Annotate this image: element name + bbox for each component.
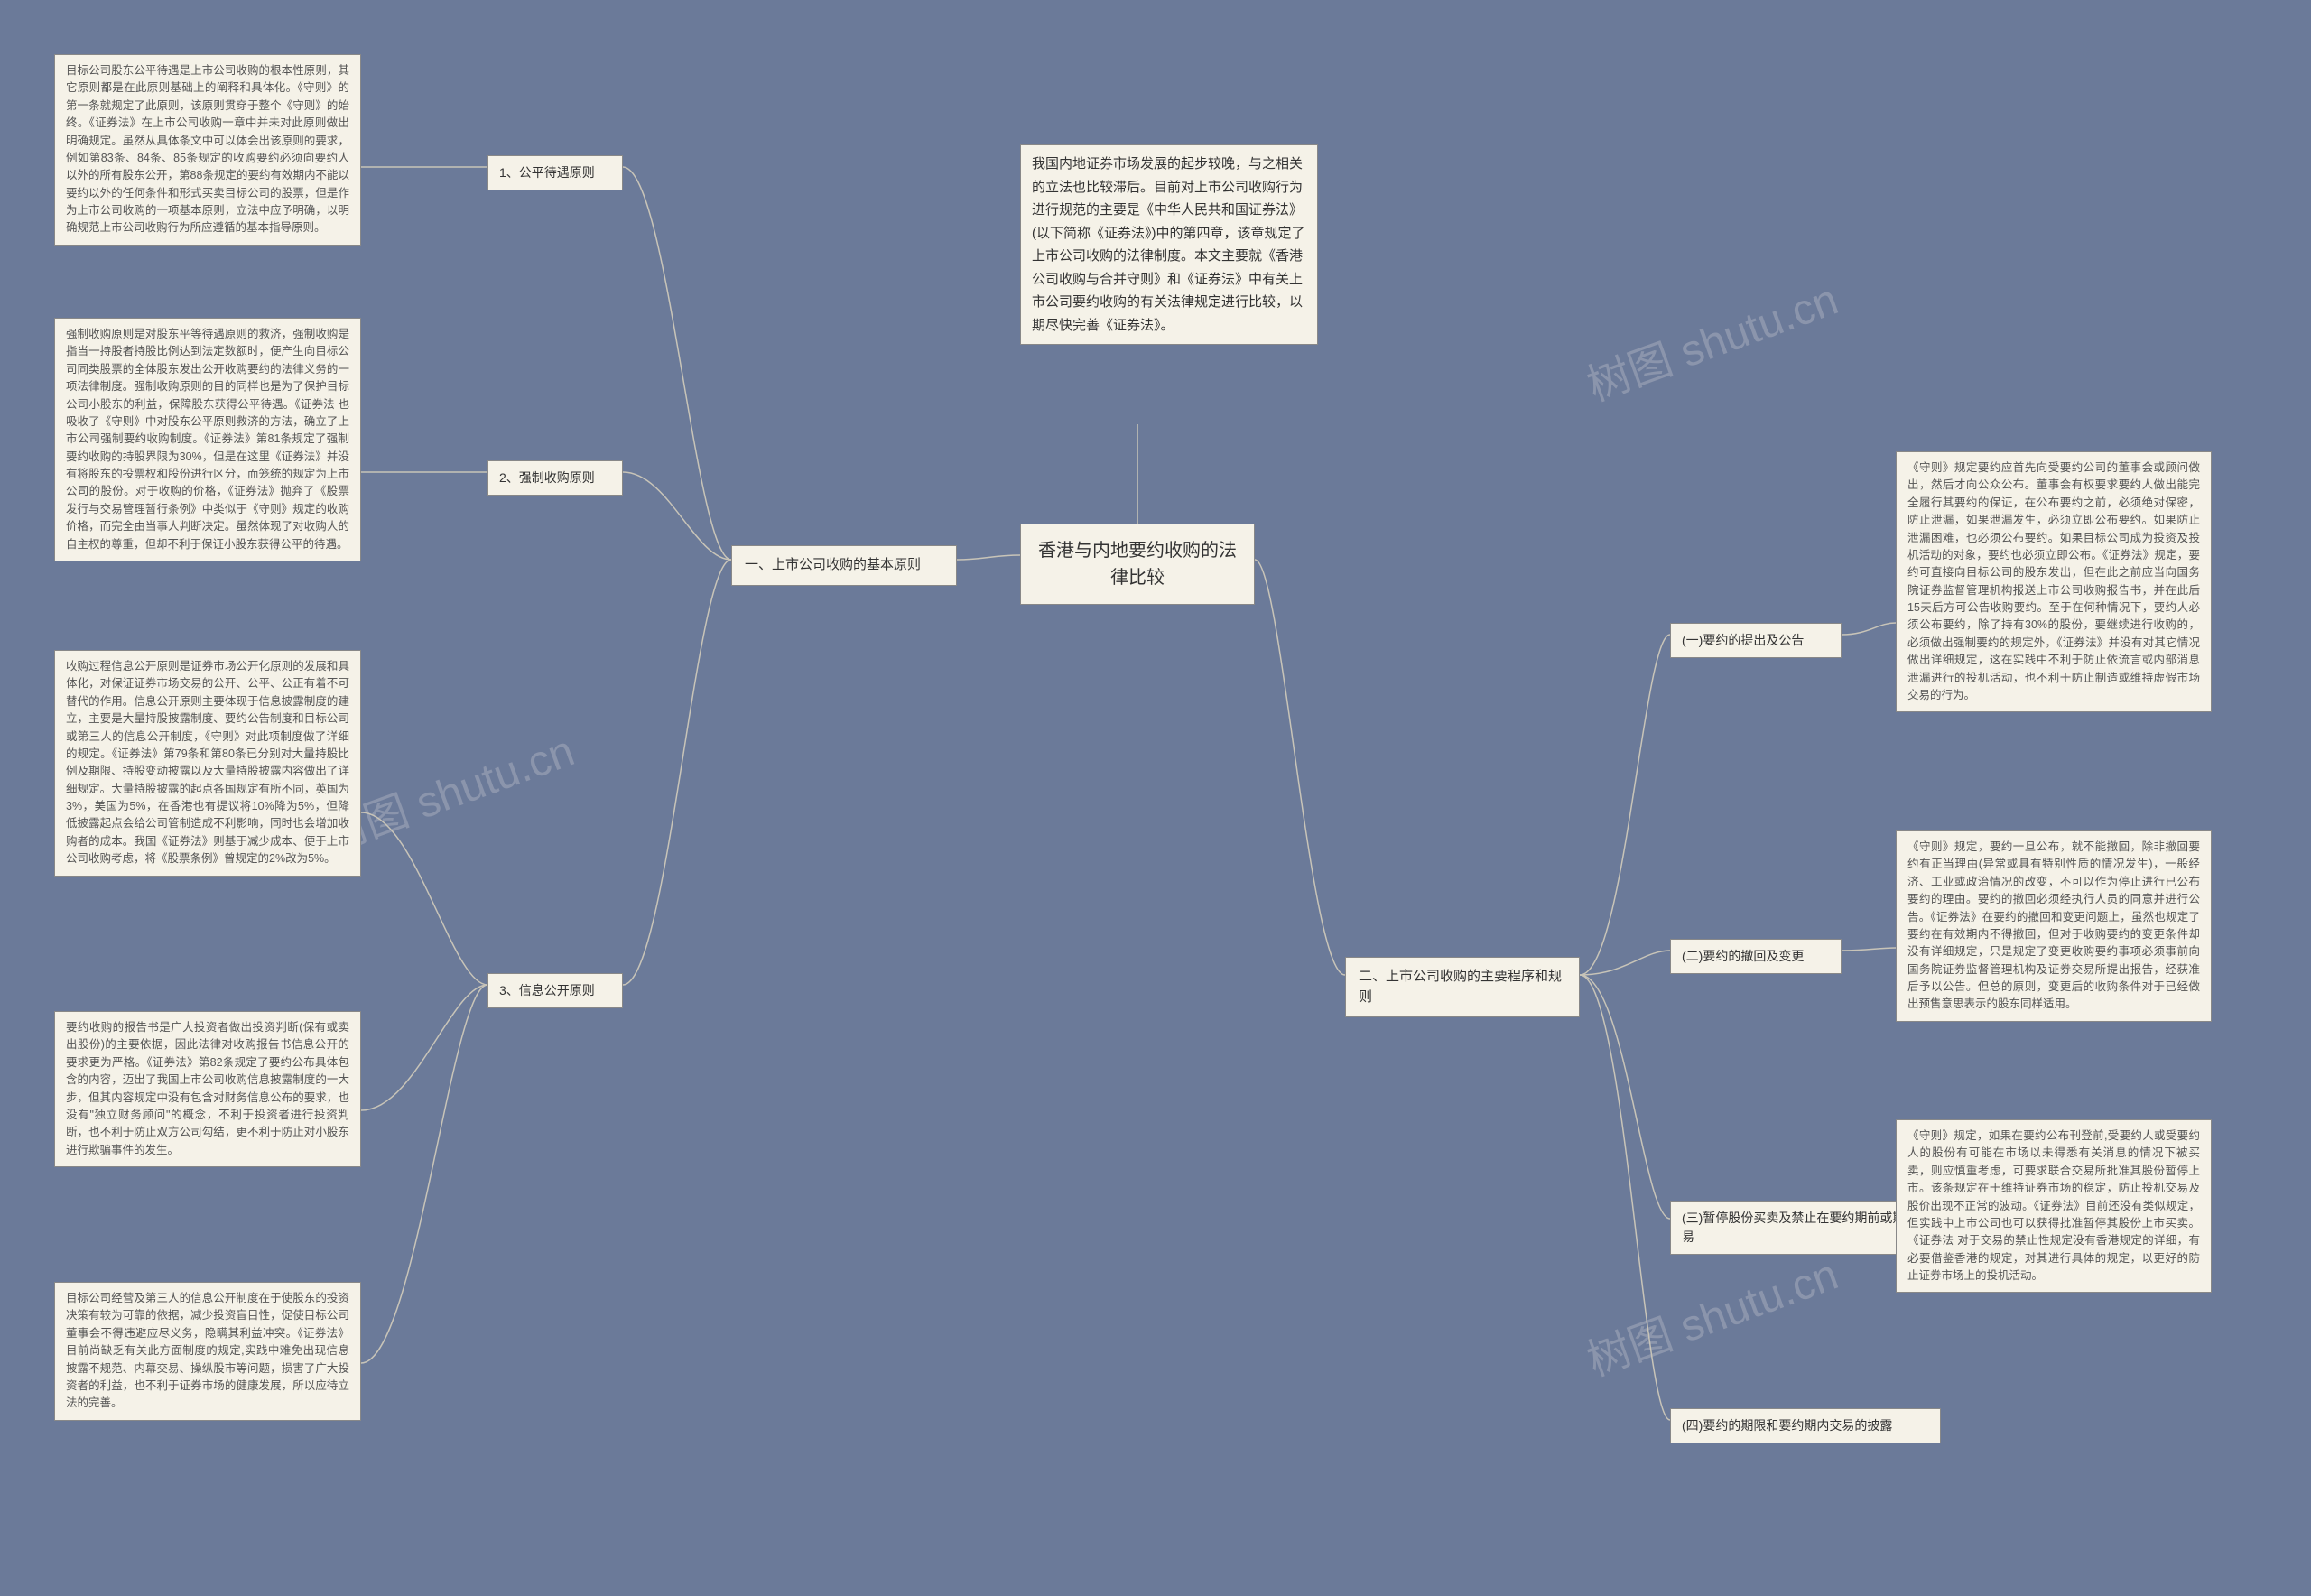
- watermark: 树图 shutu.cn: [1577, 1239, 1845, 1387]
- left-sub-2-leaf-1: 强制收购原则是对股东平等待遇原则的救济，强制收购是指当一持股者持股比例达到法定数…: [54, 318, 361, 561]
- right-sub-1: (一)要约的提出及公告: [1670, 623, 1842, 658]
- left-branch: 一、上市公司收购的基本原则: [731, 545, 957, 586]
- right-sub-2-leaf-1: 《守则》规定，要约一旦公布，就不能撤回，除非撤回要约有正当理由(异常或具有特别性…: [1896, 830, 2212, 1022]
- right-sub-1-leaf-1: 《守则》规定要约应首先向受要约公司的董事会或顾问做出，然后才向公众公布。董事会有…: [1896, 451, 2212, 712]
- intro-node: 我国内地证券市场发展的起步较晚，与之相关的立法也比较滞后。目前对上市公司收购行为…: [1020, 144, 1318, 345]
- right-sub-2: (二)要约的撤回及变更: [1670, 939, 1842, 974]
- right-sub-4: (四)要约的期限和要约期内交易的披露: [1670, 1408, 1941, 1443]
- center-node: 香港与内地要约收购的法律比较: [1020, 524, 1255, 605]
- left-sub-3-leaf-3: 目标公司经营及第三人的信息公开制度在于使股东的投资决策有较为可靠的依据，减少投资…: [54, 1282, 361, 1421]
- left-sub-3-leaf-2: 要约收购的报告书是广大投资者做出投资判断(保有或卖出股份)的主要依据，因此法律对…: [54, 1011, 361, 1167]
- left-sub-1: 1、公平待遇原则: [487, 155, 623, 190]
- right-sub-3-leaf-1: 《守则》规定，如果在要约公布刊登前,受要约人或受要约人的股份有可能在市场以未得悉…: [1896, 1119, 2212, 1293]
- right-branch: 二、上市公司收购的主要程序和规则: [1345, 957, 1580, 1017]
- left-sub-1-leaf-1: 目标公司股东公平待遇是上市公司收购的根本性原则，其它原则都是在此原则基础上的阐释…: [54, 54, 361, 246]
- left-sub-3-leaf-1: 收购过程信息公开原则是证券市场公开化原则的发展和具体化，对保证证券市场交易的公开…: [54, 650, 361, 877]
- watermark: 树图 shutu.cn: [1577, 264, 1845, 413]
- left-sub-2: 2、强制收购原则: [487, 460, 623, 496]
- left-sub-3: 3、信息公开原则: [487, 973, 623, 1008]
